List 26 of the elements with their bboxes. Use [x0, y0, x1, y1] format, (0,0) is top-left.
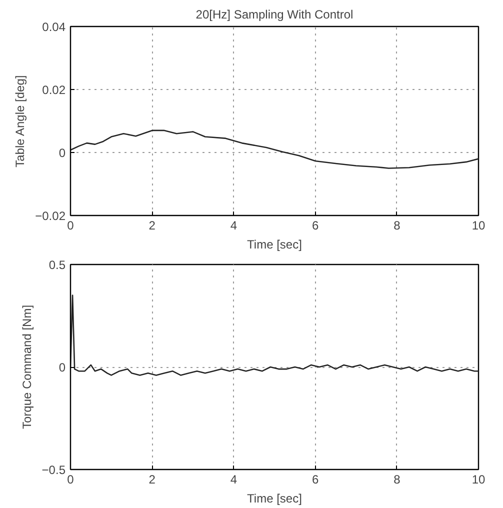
x-axis-title: Time [sec]	[247, 238, 302, 252]
x-tick-label: 2	[148, 218, 156, 232]
x-tick-label: 6	[312, 218, 319, 232]
chart-title: 20[Hz] Sampling With Control	[196, 8, 354, 22]
y-axis-title: Table Angle [deg]	[13, 75, 28, 168]
y-tick-label: 0	[58, 360, 66, 374]
y-tick-label: 0.5	[48, 258, 66, 272]
y-tick-label: 0.04	[42, 20, 66, 34]
line-series	[70, 130, 478, 169]
x-tick-label: 8	[394, 218, 401, 232]
y-tick-label: −0.5	[42, 463, 66, 477]
y-tick-label: 0	[58, 146, 66, 160]
x-tick-label: 2	[148, 472, 156, 486]
x-tick-label: 6	[312, 472, 319, 486]
x-tick-label: 10	[472, 472, 486, 486]
y-tick-label: −0.02	[35, 209, 66, 223]
x-tick-label: 10	[472, 218, 486, 232]
y-tick-label: 0.02	[42, 83, 66, 97]
y-axis-title: Torque Command [Nm]	[20, 304, 34, 430]
x-tick-label: 4	[230, 218, 238, 232]
x-axis-title: Time [sec]	[247, 492, 302, 506]
x-tick-label: 0	[67, 472, 74, 486]
x-tick-label: 8	[394, 472, 401, 486]
x-tick-label: 0	[67, 218, 74, 232]
line-series	[70, 294, 478, 376]
x-tick-label: 4	[230, 472, 238, 486]
